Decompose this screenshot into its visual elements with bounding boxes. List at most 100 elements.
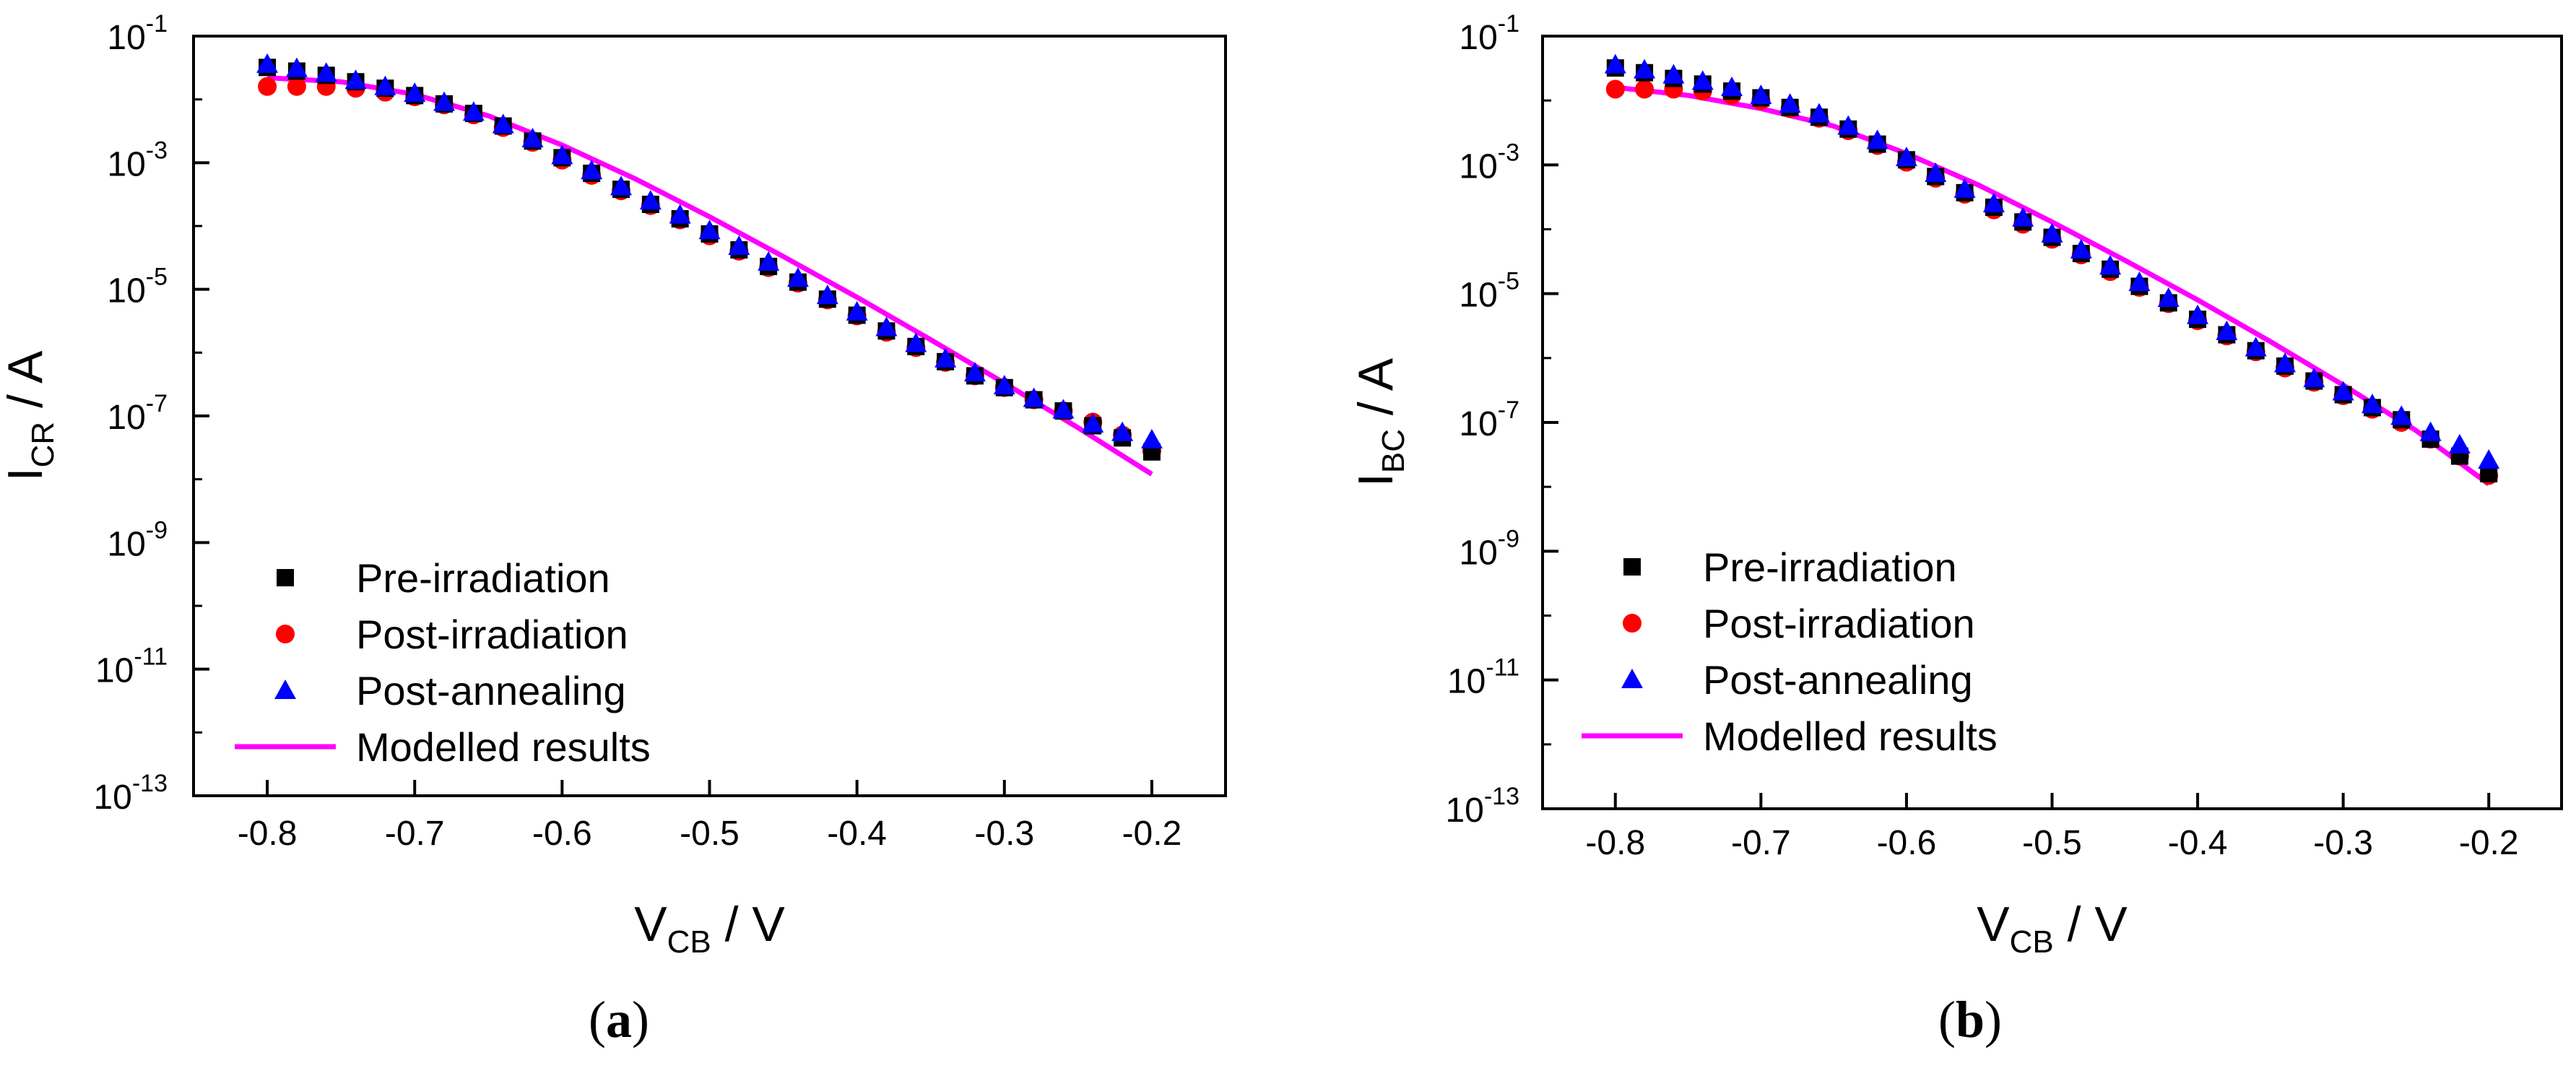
legend-label: Modelled results [1703, 713, 1998, 759]
data-point [2012, 207, 2034, 227]
data-point [521, 128, 544, 148]
series-post-annealing [1604, 53, 2500, 469]
x-tick-label: -0.2 [2459, 824, 2519, 862]
x-axis-label: VCB / V [1977, 897, 2128, 960]
y-tick-label: 10-13 [93, 770, 168, 817]
chart-panel-b: -0.8 -0.7 -0.6 -0.5 -0.4 -0.3 -0.2 10-1 10-3 10-5… [1348, 10, 2563, 1049]
x-tick-label: -0.2 [1122, 815, 1182, 853]
legend-label: Post-irradiation [356, 612, 628, 657]
data-point [1082, 412, 1104, 433]
data-point [2478, 449, 2500, 469]
data-point [875, 316, 898, 337]
y-tick-label: 10-1 [107, 10, 168, 57]
legend-circle-symbol [276, 625, 295, 643]
data-point [287, 77, 306, 96]
x-tick-label: -0.4 [827, 815, 887, 853]
data-point [2274, 352, 2297, 373]
data-point [2216, 320, 2238, 340]
y-tick-label: 10-3 [1459, 139, 1519, 186]
data-point [728, 235, 750, 255]
data-point [2448, 433, 2471, 453]
legend-triangle-symbol [274, 680, 296, 699]
x-tick-label: -0.8 [238, 815, 298, 853]
data-point [1604, 53, 1626, 74]
y-tick-label: 10-7 [1459, 396, 1519, 443]
data-point [433, 91, 456, 111]
data-point [1634, 58, 1656, 79]
data-point [1808, 103, 1830, 123]
y-axis-label: ICR / A [0, 350, 61, 481]
data-point [2390, 405, 2413, 425]
data-point [2099, 255, 2122, 275]
y-axis-label: IBC / A [1348, 357, 1411, 487]
model-line [266, 75, 1153, 477]
data-point [2187, 304, 2209, 324]
x-tick-label: -0.6 [532, 815, 592, 853]
panel-label: (a) [589, 991, 649, 1049]
data-point [993, 375, 1015, 395]
legend-label: Modelled results [356, 724, 651, 770]
y-tick-label: 10-9 [107, 516, 168, 563]
data-point [610, 175, 633, 196]
data-point [1605, 79, 1625, 99]
y-tick-label: 10-1 [1459, 10, 1519, 57]
data-point [374, 75, 396, 95]
model-line [1615, 84, 2491, 487]
data-point [1953, 178, 1976, 198]
data-point [551, 144, 573, 165]
x-tick-label: -0.5 [680, 815, 740, 853]
legend-label: Post-annealing [356, 668, 626, 713]
y-tick-label: 10-11 [95, 643, 168, 690]
data-point [2419, 421, 2442, 441]
x-tick-label: -0.4 [2168, 824, 2228, 862]
data-point [1925, 162, 1947, 182]
data-point [492, 113, 514, 134]
legend-label: Post-irradiation [1703, 601, 1975, 646]
data-point [934, 347, 957, 368]
data-point [344, 69, 367, 90]
data-point [258, 77, 277, 96]
data-point [1140, 429, 1163, 449]
data-point [2361, 394, 2383, 414]
data-point [1982, 193, 2005, 213]
data-point [2041, 222, 2063, 243]
data-point [256, 53, 279, 73]
data-point [2157, 287, 2180, 307]
data-point [1635, 79, 1655, 99]
y-tick-label: 10-9 [1459, 525, 1519, 572]
y-tick-label: 10-11 [1447, 654, 1519, 701]
series-modelled-results [266, 75, 1153, 477]
data-point [905, 332, 927, 352]
data-point [462, 101, 485, 121]
x-tick-label: -0.7 [1731, 824, 1791, 862]
x-tick-label: -0.7 [385, 815, 445, 853]
y-tick-label: 10-5 [1459, 268, 1519, 315]
series-post-annealing [256, 53, 1163, 449]
data-point [1866, 129, 1888, 149]
data-point [639, 190, 662, 210]
data-point [1662, 64, 1685, 84]
data-point [698, 220, 721, 240]
data-point [315, 62, 337, 82]
data-point [786, 267, 809, 287]
data-point [2245, 337, 2267, 357]
data-point [1023, 387, 1045, 407]
y-tick-label: 10-5 [107, 264, 168, 311]
data-point [846, 300, 868, 321]
data-point [963, 362, 986, 382]
data-point [1779, 93, 1801, 113]
data-point [2332, 381, 2354, 401]
legend-circle-symbol [1623, 614, 1642, 633]
data-point [2128, 271, 2151, 291]
legend-label: Pre-irradiation [1703, 544, 1957, 590]
data-point [669, 204, 691, 224]
x-axis-label: VCB / V [634, 897, 785, 960]
data-point [1111, 421, 1134, 441]
legend-square-symbol [1623, 558, 1641, 576]
legend-triangle-symbol [1621, 669, 1643, 688]
data-point [285, 57, 308, 77]
data-point [2070, 238, 2092, 259]
data-point [581, 160, 603, 180]
series-modelled-results [1615, 84, 2491, 487]
